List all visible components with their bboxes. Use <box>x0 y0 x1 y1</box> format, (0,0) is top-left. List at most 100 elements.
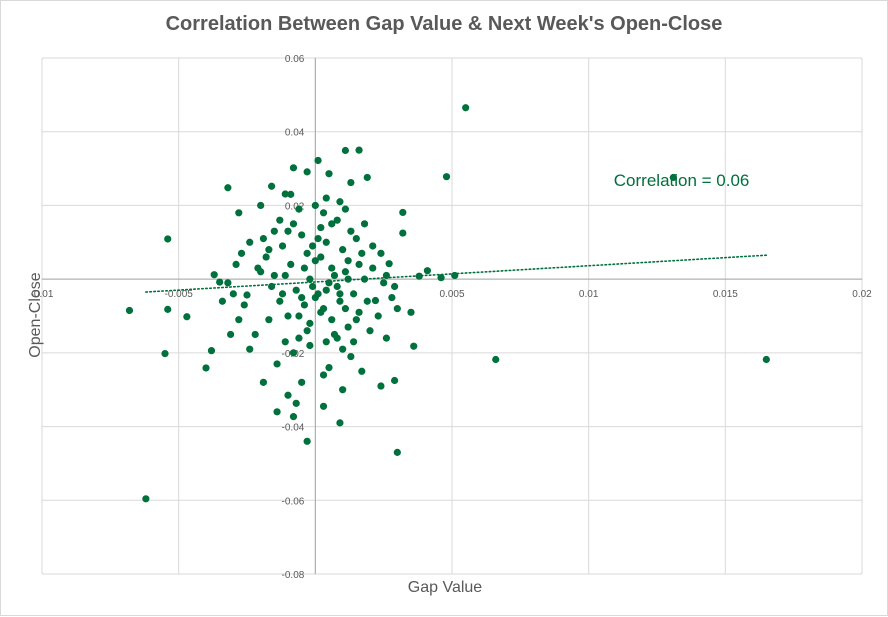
scatter-point <box>347 227 355 235</box>
scatter-point <box>336 419 344 427</box>
scatter-point <box>314 156 322 165</box>
scatter-point <box>322 286 330 294</box>
scatter-point <box>322 194 330 202</box>
scatter-point <box>410 342 418 350</box>
axes <box>42 58 862 574</box>
scatter-point <box>360 275 369 283</box>
scatter-point <box>437 274 445 282</box>
scatter-point <box>317 223 325 232</box>
scatter-point <box>336 297 344 305</box>
scatter-point <box>352 316 360 324</box>
scatter-point <box>355 146 363 154</box>
scatter-point <box>265 246 273 254</box>
scatter-point <box>306 319 314 327</box>
scatter-point <box>232 260 240 268</box>
scatter-point <box>762 355 770 364</box>
scatter-point <box>388 293 396 302</box>
scatter-point <box>218 297 226 305</box>
scatter-point <box>284 391 292 399</box>
scatter-point <box>341 205 349 213</box>
scatter-point <box>333 334 341 342</box>
scatter-point <box>358 367 366 375</box>
scatter-point <box>289 349 298 357</box>
scatter-point <box>295 334 303 342</box>
scatter-point <box>344 257 352 265</box>
scatter-point <box>385 260 393 268</box>
y-tick-label: 0.04 <box>285 128 305 139</box>
x-tick-label: 0.01 <box>579 289 599 300</box>
scatter-point <box>273 360 281 368</box>
scatter-point <box>224 279 232 287</box>
scatter-point <box>210 271 218 279</box>
scatter-point <box>355 308 363 316</box>
scatter-point <box>298 293 306 302</box>
correlation-annotation: Correlation = 0.06 <box>614 171 750 190</box>
scatter-point <box>311 293 319 302</box>
y-tick-label: 0.02 <box>285 201 305 212</box>
scatter-point <box>322 338 330 346</box>
trendline <box>145 254 768 293</box>
data-points <box>125 104 770 503</box>
scatter-point <box>344 275 352 283</box>
scatter-point <box>268 182 276 190</box>
x-tick-label: 0.02 <box>852 289 872 300</box>
scatter-point <box>363 173 371 182</box>
scatter-point <box>183 313 191 321</box>
scatter-point <box>292 286 300 294</box>
scatter-point <box>298 378 306 386</box>
scatter-point <box>306 275 314 283</box>
scatter-point <box>251 330 259 339</box>
scatter-point <box>369 242 377 250</box>
scatter-point <box>391 376 399 385</box>
scatter-point <box>303 249 311 257</box>
scatter-point <box>243 291 251 299</box>
y-tick-label: 0.06 <box>285 54 305 65</box>
scatter-point <box>399 229 407 237</box>
x-tick-label: 0.015 <box>713 289 738 300</box>
grid-lines <box>41 57 863 575</box>
scatter-point <box>347 178 355 187</box>
scatter-point <box>382 334 390 342</box>
scatter-point <box>235 316 243 324</box>
scatter-point <box>311 257 319 265</box>
scatter-point <box>268 282 276 291</box>
scatter-point <box>142 495 150 503</box>
y-tick-label: -0.08 <box>282 570 305 581</box>
scatter-point <box>336 290 344 298</box>
scatter-point <box>336 198 344 206</box>
scatter-point <box>363 297 371 305</box>
scatter-point <box>270 227 278 235</box>
x-tick-label: 0.005 <box>439 289 464 300</box>
chart-title: Correlation Between Gap Value & Next Wee… <box>165 13 723 35</box>
scatter-point <box>161 349 169 358</box>
scatter-point <box>371 296 380 305</box>
scatter-point <box>273 408 281 416</box>
x-tick-label: -0.005 <box>164 289 193 300</box>
scatter-point <box>319 209 328 217</box>
scatter-point <box>391 282 399 291</box>
scatter-point <box>339 345 347 353</box>
scatter-point <box>374 312 382 320</box>
scatter-point <box>328 316 336 324</box>
scatter-point <box>237 249 246 257</box>
y-tick-label: -0.06 <box>282 496 305 507</box>
scatter-point <box>303 437 311 445</box>
scatter-point <box>303 168 311 176</box>
scatter-point <box>339 246 347 254</box>
scatter-point <box>235 209 243 217</box>
scatter-point <box>300 301 308 309</box>
scatter-point <box>423 267 431 275</box>
scatter-point <box>289 220 298 228</box>
scatter-point <box>216 278 224 286</box>
scatter-point <box>295 205 303 213</box>
scatter-point <box>350 338 358 346</box>
scatter-point <box>380 279 388 287</box>
scatter-point <box>328 264 336 272</box>
scatter-point <box>254 264 262 272</box>
scatter-point <box>317 308 325 316</box>
scatter-point <box>311 201 319 210</box>
scatter-point <box>259 235 267 243</box>
scatter-point <box>229 290 237 298</box>
scatter-point <box>281 271 289 280</box>
